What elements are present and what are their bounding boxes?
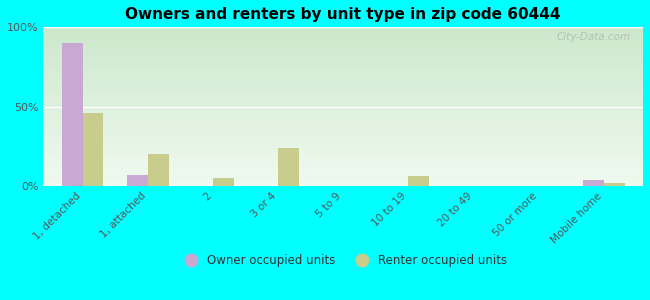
Bar <box>83 113 103 186</box>
Bar <box>408 176 429 186</box>
Legend: Owner occupied units, Renter occupied units: Owner occupied units, Renter occupied un… <box>174 250 512 272</box>
Bar <box>213 178 234 186</box>
Bar <box>278 148 299 186</box>
Bar <box>604 183 625 186</box>
Text: City-Data.com: City-Data.com <box>557 32 631 42</box>
Bar <box>583 180 604 186</box>
Bar <box>148 154 168 186</box>
Bar <box>62 43 83 186</box>
Title: Owners and renters by unit type in zip code 60444: Owners and renters by unit type in zip c… <box>125 7 561 22</box>
Bar <box>127 175 148 186</box>
